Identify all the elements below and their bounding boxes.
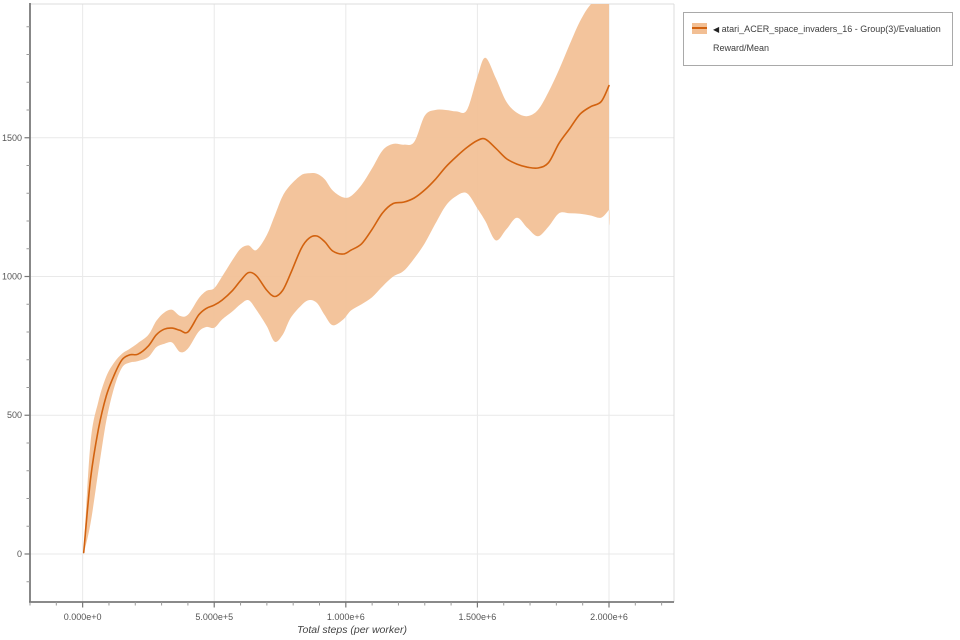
y-tick-label: 1500	[2, 133, 22, 143]
y-tick-label: 1000	[2, 271, 22, 281]
axes-spines	[29, 3, 675, 603]
x-tick-label: 1.000e+6	[327, 612, 365, 622]
series-group	[82, 4, 610, 560]
x-tick-label: 2.000e+6	[590, 612, 628, 622]
legend-box[interactable]: ◀ atari_ACER_space_invaders_16 - Group(3…	[683, 12, 953, 66]
legend-collapse-icon[interactable]: ◀	[713, 25, 720, 34]
legend-label: ◀ atari_ACER_space_invaders_16 - Group(3…	[713, 20, 944, 57]
reward-band-area	[83, 4, 610, 560]
x-tick-label: 5.000e+5	[195, 612, 233, 622]
reward-mean-line	[82, 84, 610, 554]
x-axis-title: Total steps (per worker)	[297, 624, 407, 636]
minor-ticks	[26, 26, 663, 606]
legend-swatch-band	[692, 23, 707, 34]
x-tick-label: 0.000e+0	[64, 612, 102, 622]
y-tick-label: 0	[17, 549, 22, 559]
y-tick-label: 500	[7, 410, 22, 420]
x-tick-label: 1.500e+6	[459, 612, 497, 622]
legend-swatch-line	[692, 27, 707, 29]
major-ticks: 0.000e+0 5.000e+5 1.000e+6 1.500e+6 2.000e+6…	[2, 133, 628, 622]
legend-series-name: atari_ACER_space_invaders_16 - Group(3)/…	[713, 24, 941, 53]
